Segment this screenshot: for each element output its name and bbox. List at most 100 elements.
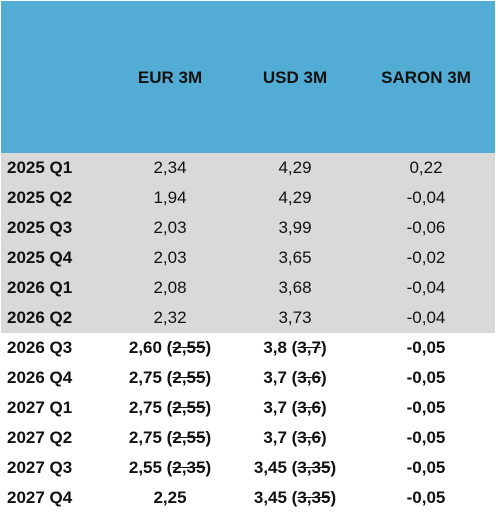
previous-value: 3,7 [297,338,321,357]
table-cell: 0,22 [357,153,495,183]
cell-text: -0,04 [406,188,446,207]
table-cell: -0,04 [357,183,495,213]
cell-text: ) [205,428,212,447]
table-cell: 3,7 (3,6) [233,423,357,453]
cell-text: 3,99 [278,218,312,237]
cell-text: -0,05 [406,398,446,417]
cell-text: 3,7 ( [263,398,298,417]
cell-text: -0,04 [406,308,446,327]
row-label: 2026 Q1 [7,278,73,297]
row-label: 2025 Q4 [7,248,73,267]
table-cell: 2,03 [107,243,233,273]
cell-text: 0,22 [409,158,443,177]
row-label: 2027 Q1 [7,398,73,417]
table-cell: 2,75 (2,55) [107,363,233,393]
table-cell: -0,05 [357,453,495,483]
row-label: 2025 Q3 [7,218,73,237]
cell-text: 2,32 [153,308,187,327]
cell-text: 3,7 ( [263,368,298,387]
cell-text: -0,05 [406,488,446,507]
cell-text: 3,8 ( [263,338,298,357]
previous-value: 3,6 [297,398,321,417]
table-cell: -0,02 [357,243,495,273]
cell-text: ) [321,338,327,357]
cell-text: 1,94 [153,188,187,207]
cell-text: 4,29 [278,158,312,177]
table-cell: 3,45 (3,35) [233,483,357,513]
table-cell: -0,05 [357,393,495,423]
cell-text: 2,75 ( [128,428,173,447]
table-cell: 3,45 (3,35) [233,453,357,483]
previous-value: 2,35 [172,458,206,477]
previous-value: 2,55 [172,428,206,447]
row-label: 2027 Q3 [7,458,73,477]
cell-text: -0,05 [406,458,446,477]
cell-text: 3,45 ( [253,458,298,477]
table-row: 2025 Q3 2,03 3,99 -0,06 [1,213,495,243]
table-cell: -0,05 [357,483,495,513]
table-cell: 4,29 [233,153,357,183]
table-row: 2025 Q2 1,94 4,29 -0,04 [1,183,495,213]
table-cell: 2,03 [107,213,233,243]
cell-text: -0,06 [406,218,446,237]
previous-value: 2,55 [172,338,206,357]
row-label: 2026 Q4 [7,368,73,387]
row-label: 2027 Q2 [7,428,73,447]
table-row: 2027 Q4 2,25 3,45 (3,35) -0,05 [1,483,495,513]
cell-text: ) [321,368,327,387]
table-row: 2026 Q2 2,32 3,73 -0,04 [1,303,495,333]
cell-text: 3,7 ( [263,428,298,447]
cell-text: ) [330,458,337,477]
rates-table: EUR 3M USD 3M SARON 3M 2025 Q1 2,34 4,29 0,22… [1,1,495,513]
cell-text: 4,29 [278,188,312,207]
table-cell: 3,65 [233,243,357,273]
cell-text: 2,60 ( [128,338,173,357]
row-label: 2026 Q3 [7,338,73,357]
cell-text: 2,25 [153,488,187,507]
table-cell: 2,75 (2,55) [107,393,233,423]
table-cell: -0,05 [357,423,495,453]
table-row: 2026 Q3 2,60 (2,55) 3,8 (3,7) -0,05 [1,333,495,363]
previous-value: 2,55 [172,398,206,417]
cell-text: -0,05 [406,338,446,357]
cell-text: 2,03 [153,218,187,237]
table-cell: 2,08 [107,273,233,303]
table-cell: -0,05 [357,333,495,363]
row-label: 2027 Q4 [7,488,73,507]
table-cell: 1,94 [107,183,233,213]
cell-text: 2,34 [153,158,187,177]
previous-value: 3,6 [297,428,321,447]
cell-text: ) [205,458,212,477]
column-header: SARON 3M [381,68,471,87]
table-cell: 4,29 [233,183,357,213]
cell-text: ) [321,398,327,417]
table-cell: -0,04 [357,273,495,303]
table-cell: -0,06 [357,213,495,243]
table-row: 2027 Q3 2,55 (2,35) 3,45 (3,35) -0,05 [1,453,495,483]
table-cell: 3,8 (3,7) [233,333,357,363]
column-header: EUR 3M [137,68,203,87]
cell-text: -0,04 [406,278,446,297]
table-body: 2025 Q1 2,34 4,29 0,22 2025 Q2 1,94 4,29 -0,04 2… [1,153,495,513]
table-cell: 2,34 [107,153,233,183]
cell-text: ) [330,488,337,507]
cell-text: ) [321,428,327,447]
table-cell: 3,68 [233,273,357,303]
table-row: 2027 Q2 2,75 (2,55) 3,7 (3,6) -0,05 [1,423,495,453]
table-cell: 3,7 (3,6) [233,393,357,423]
table-row: 2025 Q4 2,03 3,65 -0,02 [1,243,495,273]
cell-text: ) [205,338,212,357]
cell-text: 2,75 ( [128,398,173,417]
row-label: 2026 Q2 [7,308,73,327]
header-row: EUR 3M USD 3M SARON 3M [1,1,495,153]
table-row: 2026 Q4 2,75 (2,55) 3,7 (3,6) -0,05 [1,363,495,393]
cell-text: 2,75 ( [128,368,173,387]
previous-value: 2,55 [172,368,206,387]
table-cell: 2,60 (2,55) [107,333,233,363]
row-label: 2025 Q1 [7,158,73,177]
cell-text: 2,03 [153,248,187,267]
cell-text: -0,02 [406,248,446,267]
table-cell: 2,32 [107,303,233,333]
table-cell: 3,99 [233,213,357,243]
